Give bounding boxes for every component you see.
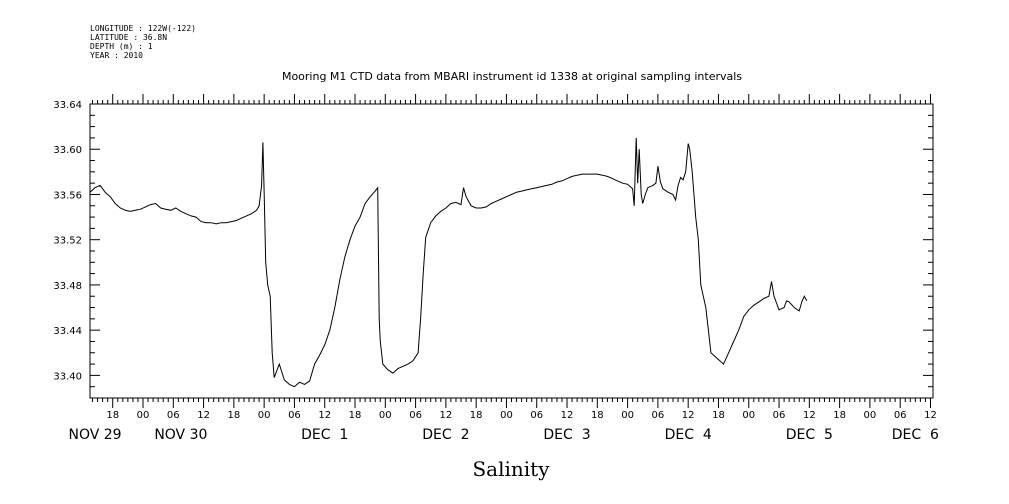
y-tick-label: 33.52: [53, 236, 82, 247]
x-hour-label: 18: [106, 410, 119, 421]
x-hour-label: 00: [379, 410, 392, 421]
y-tick-label: 33.40: [53, 371, 82, 382]
x-hour-label: 12: [924, 410, 937, 421]
x-hour-label: 06: [530, 410, 543, 421]
x-axis: [92, 94, 931, 408]
meta-longitude: LONGITUDE : 122W(-122): [90, 24, 196, 33]
x-hour-label: 18: [470, 410, 483, 421]
x-hour-label: 06: [288, 410, 301, 421]
x-day-label: DEC 1: [301, 427, 348, 443]
x-hour-label: 18: [712, 410, 725, 421]
y-tick-label: 33.48: [53, 281, 82, 292]
y-tick-label: 33.44: [53, 326, 82, 337]
x-hour-labels: 18 00 06 12 18 00 06 12 18 00 06 12 18 00 06 12 18 00 06 12…: [106, 410, 936, 421]
x-day-label: DEC 6: [892, 427, 939, 443]
x-hour-label: 12: [682, 410, 695, 421]
x-hour-label: 18: [833, 410, 846, 421]
x-day-label: DEC 4: [665, 427, 712, 443]
y-axis: 33.40 33.44 33.48 33.52 33.56 33.60 33.64: [53, 100, 933, 399]
x-hour-label: 12: [318, 410, 331, 421]
x-hour-label: 00: [137, 410, 150, 421]
x-day-label: NOV 29: [69, 427, 122, 443]
y-tick-label: 33.64: [53, 100, 82, 111]
x-day-label: NOV 30: [154, 427, 207, 443]
x-hour-label: 00: [500, 410, 513, 421]
meta-depth: DEPTH (m) : 1: [90, 42, 153, 51]
x-hour-label: 06: [167, 410, 180, 421]
x-hour-label: 00: [258, 410, 271, 421]
chart-title: Mooring M1 CTD data from MBARI instrumen…: [282, 70, 742, 83]
metadata-block: LONGITUDE : 122W(-122) LATITUDE : 36.8N …: [90, 24, 196, 60]
y-tick-label: 33.60: [53, 145, 82, 156]
x-hour-label: 12: [440, 410, 453, 421]
x-hour-label: 06: [773, 410, 786, 421]
x-hour-label: 06: [409, 410, 422, 421]
x-hour-label: 00: [742, 410, 755, 421]
x-hour-label: 18: [591, 410, 604, 421]
x-axis-label: Salinity: [472, 457, 550, 481]
meta-latitude: LATITUDE : 36.8N: [90, 33, 167, 42]
x-hour-label: 00: [864, 410, 877, 421]
x-hour-label: 12: [561, 410, 574, 421]
x-hour-label: 00: [621, 410, 634, 421]
x-hour-label: 18: [227, 410, 240, 421]
x-hour-label: 06: [894, 410, 907, 421]
x-hour-label: 18: [349, 410, 362, 421]
meta-year: YEAR : 2010: [90, 51, 143, 60]
x-day-label: DEC 5: [786, 427, 833, 443]
x-day-label: DEC 3: [543, 427, 590, 443]
x-hour-label: 06: [652, 410, 665, 421]
salinity-line: [89, 137, 808, 388]
y-tick-label: 33.56: [53, 190, 82, 201]
plot-frame: [89, 103, 934, 399]
x-day-labels: NOV 29 NOV 30 DEC 1 DEC 2 DEC 3 DEC 4 DEC 5 DEC…: [69, 427, 940, 443]
x-hour-label: 12: [803, 410, 816, 421]
x-day-label: DEC 2: [422, 427, 469, 443]
x-hour-label: 12: [197, 410, 210, 421]
